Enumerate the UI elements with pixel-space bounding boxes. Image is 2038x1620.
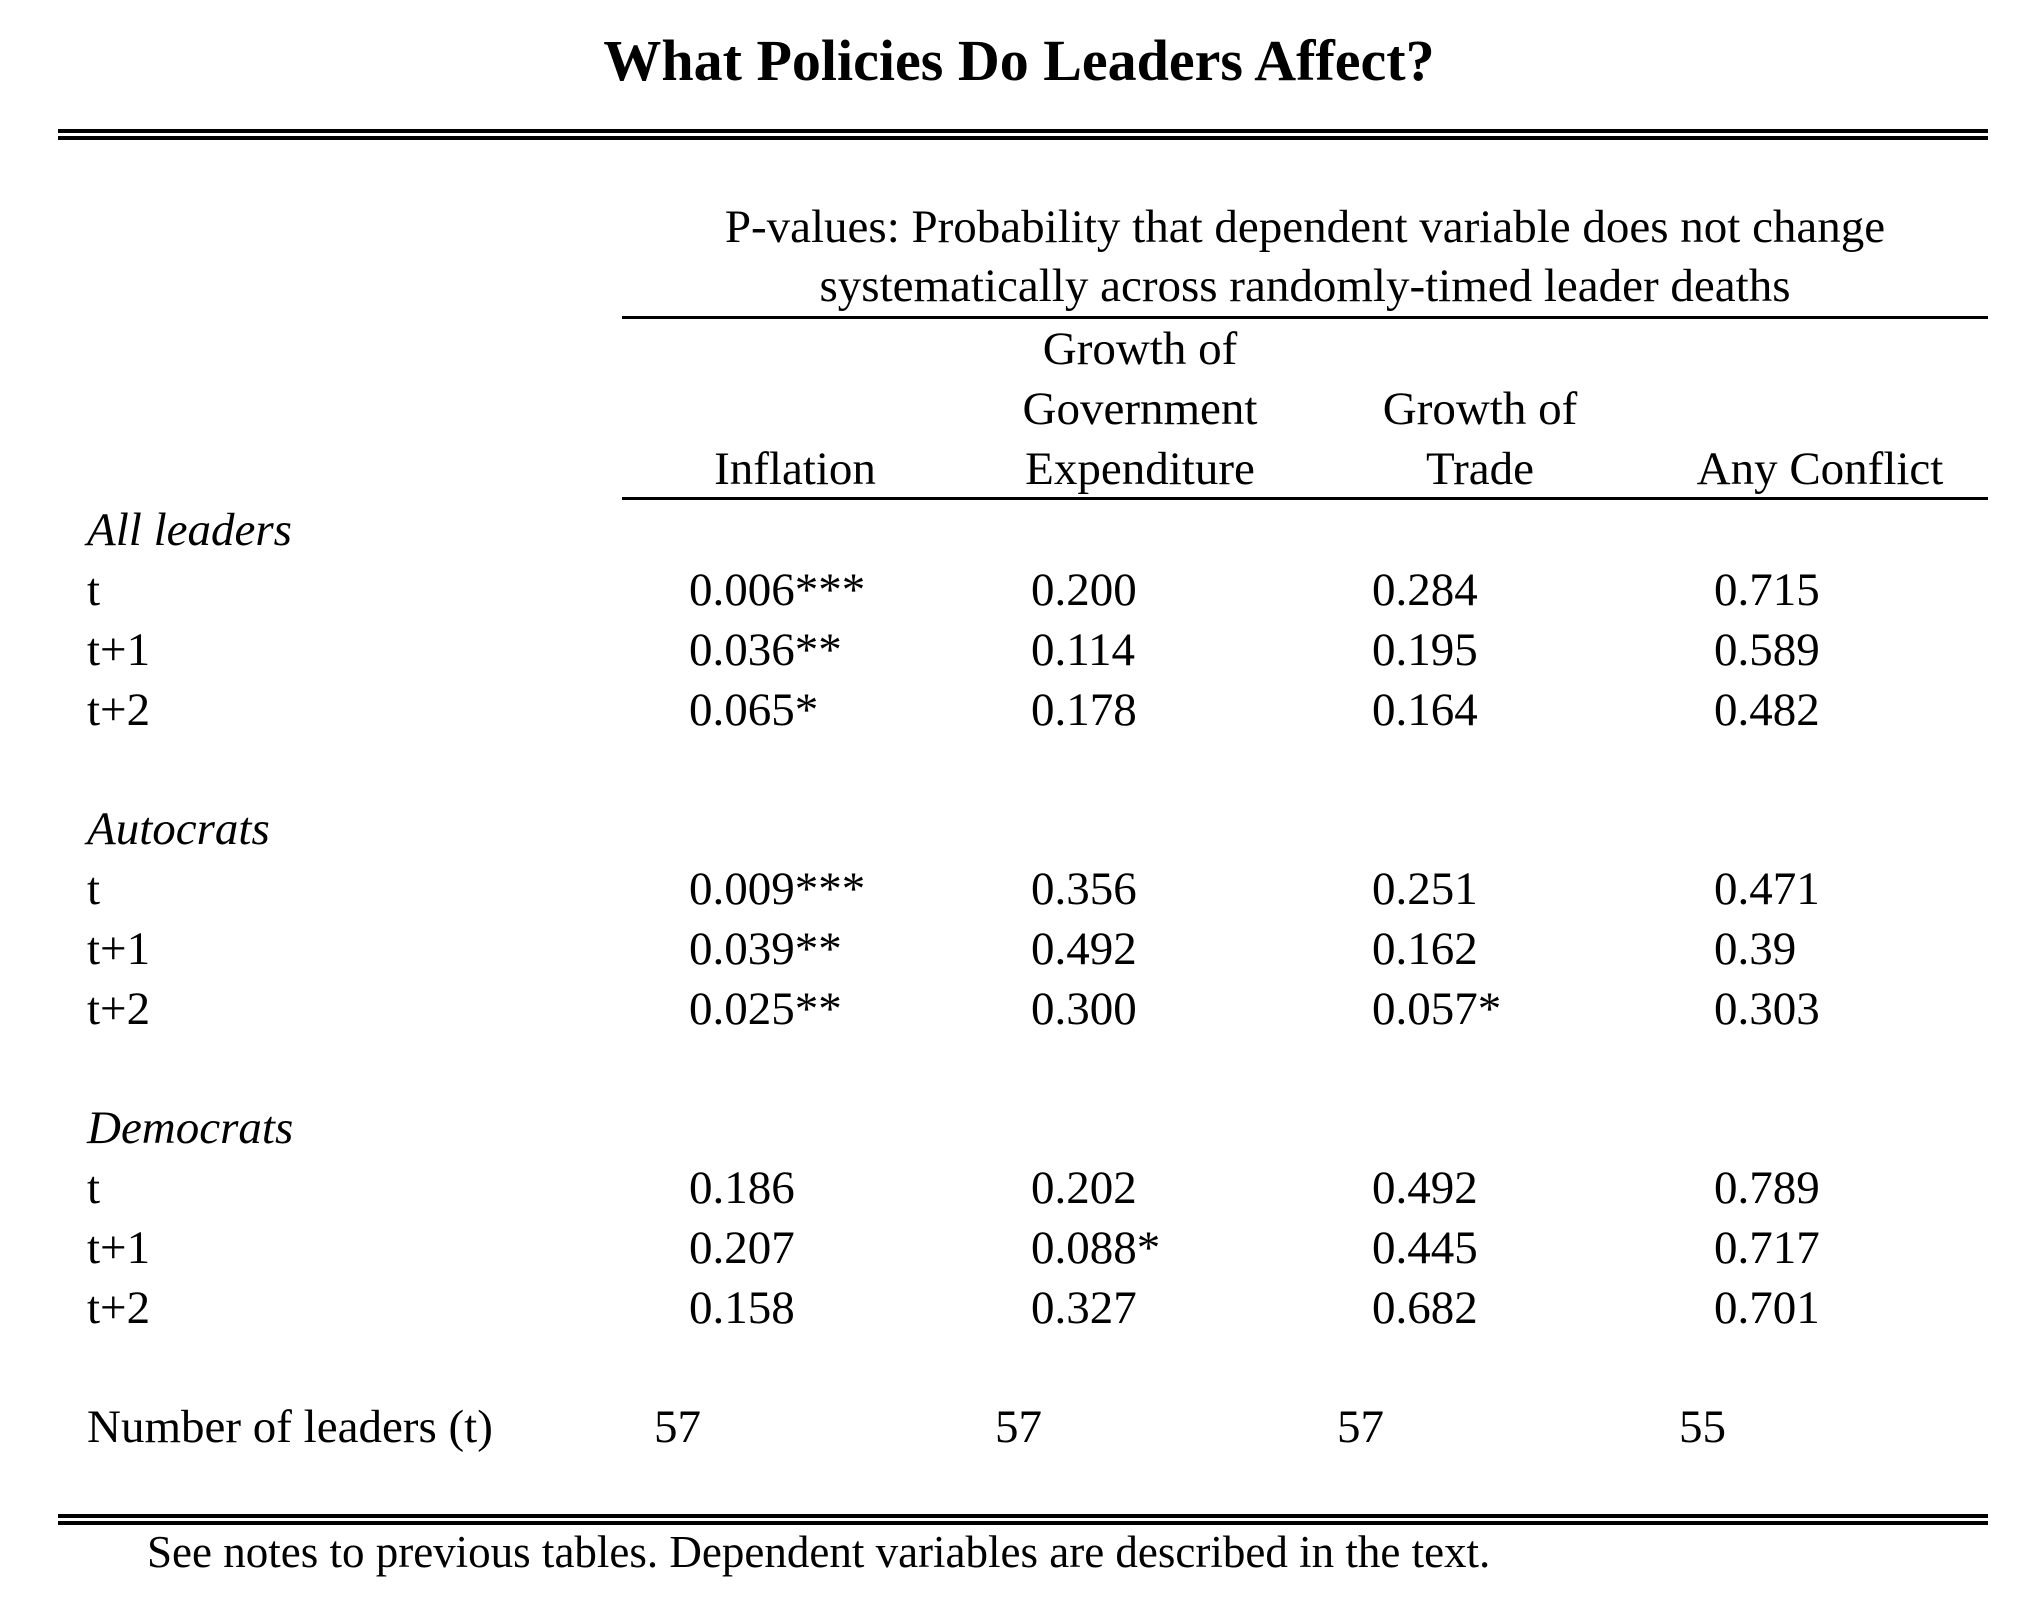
- cell-inflation: 0.006***: [689, 564, 866, 616]
- top-rule-1: [58, 129, 1988, 133]
- col-header-trade-line1: Growth of: [1382, 383, 1578, 435]
- cell-trade: 0.445: [1372, 1222, 1478, 1274]
- row-label: t+2: [87, 983, 151, 1035]
- table-title: What Policies Do Leaders Affect?: [603, 28, 1435, 93]
- cell-any-conflict: 0.589: [1714, 624, 1820, 676]
- row-label: t+1: [87, 923, 151, 975]
- cell-gov-exp: 0.356: [1031, 863, 1137, 915]
- col-header-trade-line2: Trade: [1426, 443, 1534, 495]
- bottom-rule-2: [58, 1521, 1988, 1525]
- spanner-line-1: P-values: Probability that dependent var…: [724, 201, 1886, 253]
- cell-gov-exp: 0.200: [1031, 564, 1137, 616]
- row-label: t+1: [87, 1222, 151, 1274]
- cell-inflation: 0.207: [689, 1222, 795, 1274]
- cell-trade: 0.251: [1372, 863, 1478, 915]
- top-rule-2: [58, 136, 1988, 140]
- cell-any-conflict: 0.39: [1714, 923, 1797, 975]
- spanner-line-2: systematically across randomly-timed lea…: [819, 260, 1791, 312]
- cell-gov-exp: 0.327: [1031, 1282, 1137, 1334]
- col-header-inflation: Inflation: [714, 443, 876, 495]
- cell-any-conflict: 0.717: [1714, 1222, 1820, 1274]
- cell-inflation: 0.065*: [689, 684, 819, 736]
- cell-any-conflict: 0.789: [1714, 1162, 1820, 1214]
- leaders-count-trade: 57: [1337, 1401, 1384, 1453]
- header-rule: [622, 497, 1988, 500]
- leaders-row-label: Number of leaders (t): [87, 1401, 493, 1453]
- cell-trade: 0.682: [1372, 1282, 1478, 1334]
- cell-any-conflict: 0.715: [1714, 564, 1820, 616]
- col-header-gov-exp-line2: Government: [1022, 383, 1258, 435]
- cell-gov-exp: 0.202: [1031, 1162, 1137, 1214]
- spanner-rule: [622, 316, 1988, 319]
- row-label: t: [87, 1162, 101, 1214]
- cell-gov-exp: 0.300: [1031, 983, 1137, 1035]
- row-label: t+1: [87, 624, 151, 676]
- group-label-all-leaders: All leaders: [87, 504, 292, 556]
- group-label-autocrats: Autocrats: [87, 803, 270, 855]
- cell-trade: 0.195: [1372, 624, 1478, 676]
- row-label: t+2: [87, 684, 151, 736]
- cell-trade: 0.492: [1372, 1162, 1478, 1214]
- cell-inflation: 0.186: [689, 1162, 795, 1214]
- cell-trade: 0.057*: [1372, 983, 1502, 1035]
- cell-gov-exp: 0.178: [1031, 684, 1137, 736]
- cell-inflation: 0.039**: [689, 923, 842, 975]
- cell-any-conflict: 0.471: [1714, 863, 1820, 915]
- col-header-any-conflict: Any Conflict: [1696, 443, 1944, 495]
- row-label: t+2: [87, 1282, 151, 1334]
- bottom-rule-1: [58, 1514, 1988, 1518]
- cell-gov-exp: 0.114: [1031, 624, 1136, 676]
- cell-inflation: 0.009***: [689, 863, 866, 915]
- cell-gov-exp: 0.492: [1031, 923, 1137, 975]
- cell-trade: 0.162: [1372, 923, 1478, 975]
- col-header-gov-exp-line1: Growth of: [1042, 323, 1238, 375]
- table-note: See notes to previous tables. Dependent …: [147, 1527, 1491, 1577]
- leaders-count-inflation: 57: [654, 1401, 701, 1453]
- leaders-count-gov-exp: 57: [995, 1401, 1042, 1453]
- cell-gov-exp: 0.088*: [1031, 1222, 1161, 1274]
- cell-any-conflict: 0.303: [1714, 983, 1820, 1035]
- cell-any-conflict: 0.701: [1714, 1282, 1820, 1334]
- leaders-count-any-conflict: 55: [1679, 1401, 1726, 1453]
- row-label: t: [87, 863, 101, 915]
- cell-trade: 0.164: [1372, 684, 1478, 736]
- group-label-democrats: Democrats: [87, 1102, 294, 1154]
- cell-trade: 0.284: [1372, 564, 1478, 616]
- row-label: t: [87, 564, 101, 616]
- col-header-gov-exp-line3: Expenditure: [1025, 443, 1255, 495]
- cell-any-conflict: 0.482: [1714, 684, 1820, 736]
- cell-inflation: 0.036**: [689, 624, 842, 676]
- cell-inflation: 0.025**: [689, 983, 842, 1035]
- cell-inflation: 0.158: [689, 1282, 795, 1334]
